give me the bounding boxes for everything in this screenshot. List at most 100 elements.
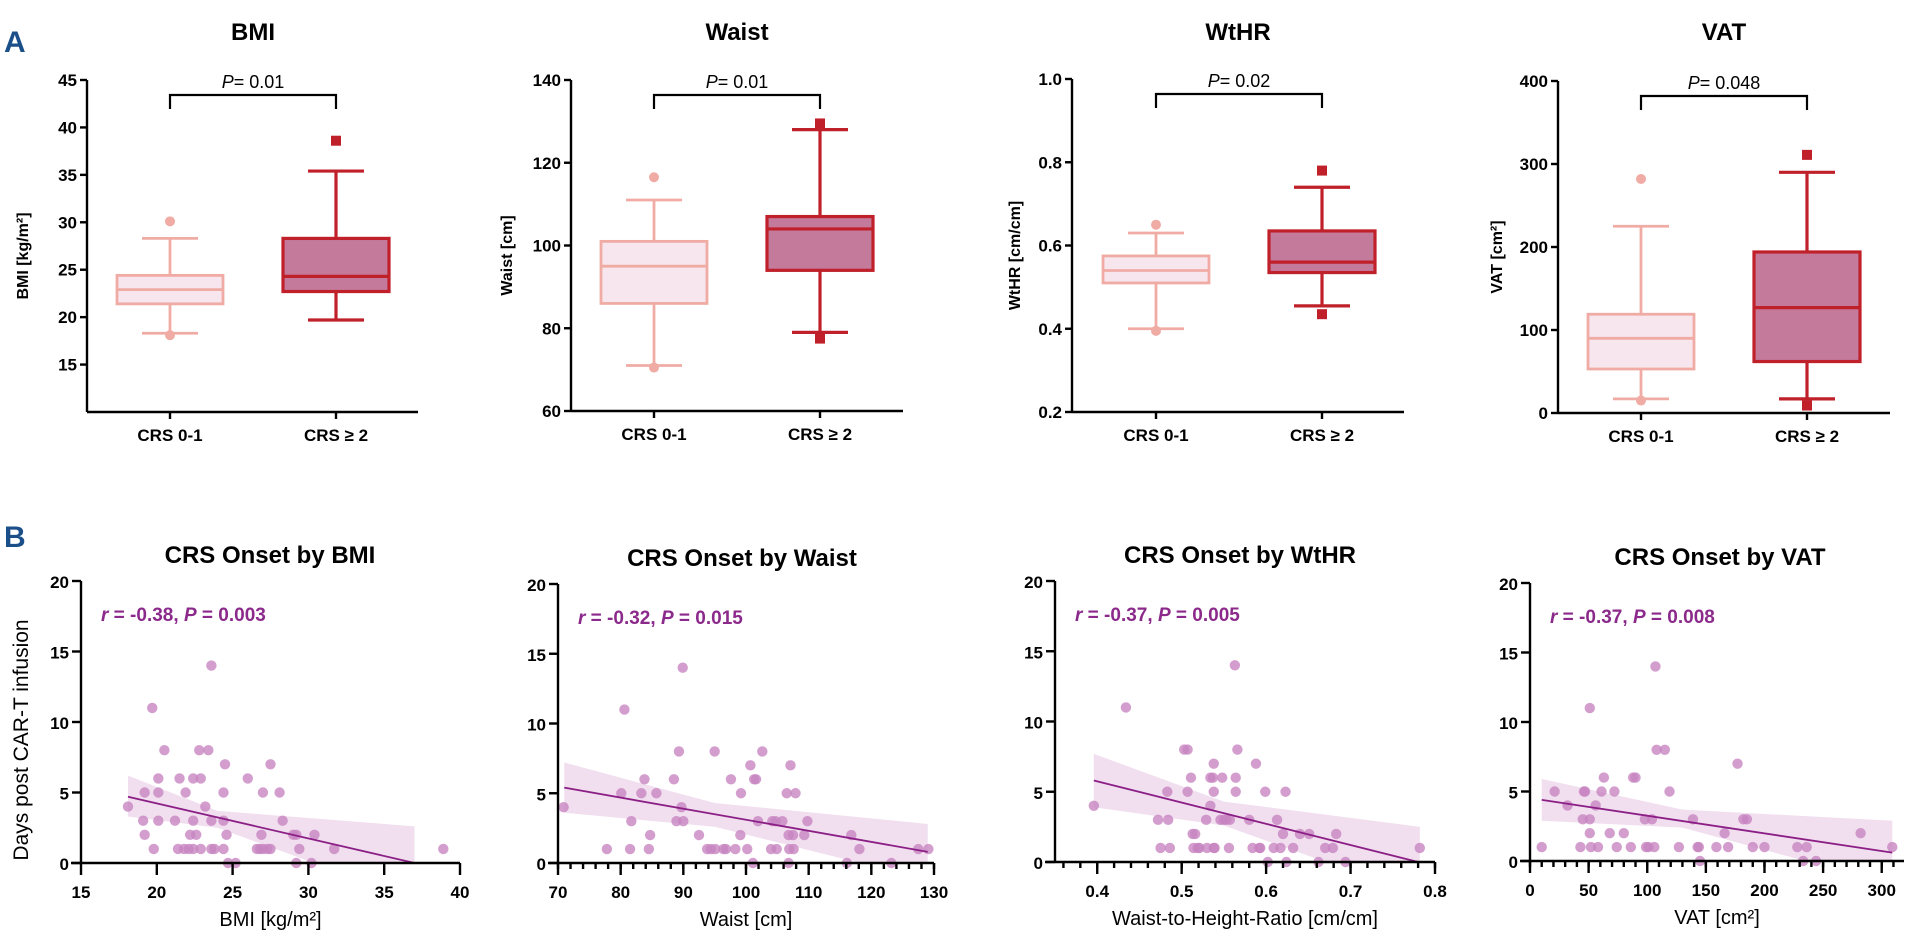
x-tick-label: 130 <box>920 883 948 902</box>
y-tick-label: 1.0 <box>1038 70 1062 89</box>
y-tick-label: 400 <box>1520 72 1548 91</box>
chart-title: WtHR <box>1205 19 1270 46</box>
y-tick-label: 20 <box>1499 575 1518 594</box>
scatter-point <box>1260 786 1271 797</box>
stat-r-italic: r <box>1075 605 1084 626</box>
x-category-label: CRS ≥ 2 <box>1290 426 1354 445</box>
scatter-point <box>1320 842 1331 854</box>
scatter-point <box>195 773 206 784</box>
scatter-point <box>1604 828 1615 839</box>
outlier-point <box>1636 395 1646 406</box>
scatter-point <box>1155 842 1166 854</box>
x-axis-label: VAT [cm²] <box>1674 907 1760 929</box>
stat-r-italic: r <box>578 608 587 629</box>
x-category-label: CRS ≥ 2 <box>788 425 852 444</box>
scatter-point <box>1732 758 1743 769</box>
outlier-point <box>815 333 825 344</box>
scatter-point <box>1650 661 1661 672</box>
regression-line <box>1541 798 1893 854</box>
p-italic: P <box>706 72 718 92</box>
y-tick-label: 20 <box>1024 573 1043 592</box>
y-tick-label: 0.4 <box>1038 320 1062 339</box>
stat-p-italic: P <box>184 605 197 626</box>
x-tick-label: 100 <box>1633 881 1661 900</box>
box-group-crs-high <box>1752 149 1862 411</box>
scatter-point <box>777 815 788 827</box>
scatter-point <box>1673 841 1685 853</box>
outlier-point <box>1636 173 1646 184</box>
scatter-wthr: CRS Onset by WtHR 0 5 10 15 20 0.4 0.5 0.6 0.7 0.8… <box>1024 542 1447 930</box>
y-axis-label: VAT [cm²] <box>1489 220 1506 293</box>
iqr-box <box>765 214 875 272</box>
scatter-point <box>1596 786 1607 797</box>
y-tick-label: 30 <box>58 213 77 232</box>
scatter-point <box>147 702 158 714</box>
box-vat: VAT 0 100 200 300 400 VAT [cm²] CRS 0-1 CRS ≥ 2 P… <box>1489 19 1890 446</box>
scatter-point <box>1693 841 1705 853</box>
y-tick-label: 5 <box>1034 784 1043 803</box>
x-tick-label: 0.7 <box>1339 882 1363 901</box>
y-tick-label: 0.2 <box>1038 403 1062 422</box>
p-italic: P <box>222 72 234 92</box>
scatter-point <box>1255 842 1266 854</box>
scatter-point <box>1185 772 1197 783</box>
regression-line <box>564 786 928 853</box>
scatter-point <box>735 788 747 799</box>
scatter-point <box>265 843 276 855</box>
scatter-point <box>1711 841 1722 853</box>
scatter-point <box>194 745 205 756</box>
scatter-point <box>159 745 170 756</box>
scatter-point <box>745 760 756 771</box>
scatter-bmi: CRS Onset by BMI 0 5 10 15 20 15 20 25 30 35 40 BMI … <box>10 542 469 931</box>
scatter-point <box>438 843 449 855</box>
scatter-point <box>1088 800 1100 811</box>
scatter-point <box>923 843 934 855</box>
outlier-point <box>815 118 825 129</box>
stat-p-rest: = 0.005 <box>1171 605 1241 626</box>
x-axis-label: Waist [cm] <box>700 909 793 931</box>
iqr-box <box>1586 312 1696 371</box>
outlier-point <box>1317 165 1327 176</box>
p-value: = 0.01 <box>234 72 285 92</box>
scatter-point <box>676 802 687 813</box>
stat-r-rest: = -0.38, <box>108 605 184 626</box>
y-tick-label: 100 <box>533 237 561 256</box>
y-tick-label: 10 <box>1024 714 1043 733</box>
scatter-point <box>1230 786 1241 797</box>
scatter-point <box>1855 828 1866 839</box>
scatter-point <box>1182 744 1193 755</box>
scatter-point <box>788 843 799 855</box>
x-category-label: CRS ≥ 2 <box>1775 427 1839 446</box>
y-axis-label: BMI [kg/m²] <box>15 212 32 299</box>
scatter-point <box>1801 841 1812 853</box>
stat-r-rest: = -0.37, <box>1557 607 1633 628</box>
box-group-crs-low <box>599 172 709 373</box>
x-category-label: CRS 0-1 <box>1123 426 1188 445</box>
scatter-point <box>1887 841 1898 853</box>
box-group-crs-low <box>115 216 225 341</box>
scatter-point <box>1271 814 1283 826</box>
x-tick-label: 30 <box>299 883 318 902</box>
scatter-point <box>619 704 630 715</box>
scatter-point <box>787 829 799 841</box>
scatter-point <box>309 829 320 840</box>
y-tick-label: 0 <box>60 855 69 874</box>
regression-line <box>127 795 415 864</box>
y-axis-label: Days post CAR-T infusion <box>10 619 33 860</box>
x-tick-label: 0.6 <box>1254 882 1278 901</box>
stat-p-rest: = 0.003 <box>197 605 266 626</box>
box-group-crs-low <box>1586 173 1696 406</box>
scatter-point <box>1584 828 1595 839</box>
outlier-point <box>649 362 659 373</box>
y-axis-label: WtHR [cm/cm] <box>1007 201 1024 310</box>
scatter-point <box>1592 841 1604 853</box>
scatter-point <box>206 660 217 671</box>
scatter-points <box>1536 661 1898 867</box>
scatter-point <box>1152 814 1164 826</box>
scatter-point <box>1792 841 1803 853</box>
scatter-point <box>180 787 191 798</box>
scatter-point <box>195 843 206 855</box>
y-tick-label: 25 <box>58 261 77 280</box>
y-tick-label: 60 <box>542 402 561 421</box>
